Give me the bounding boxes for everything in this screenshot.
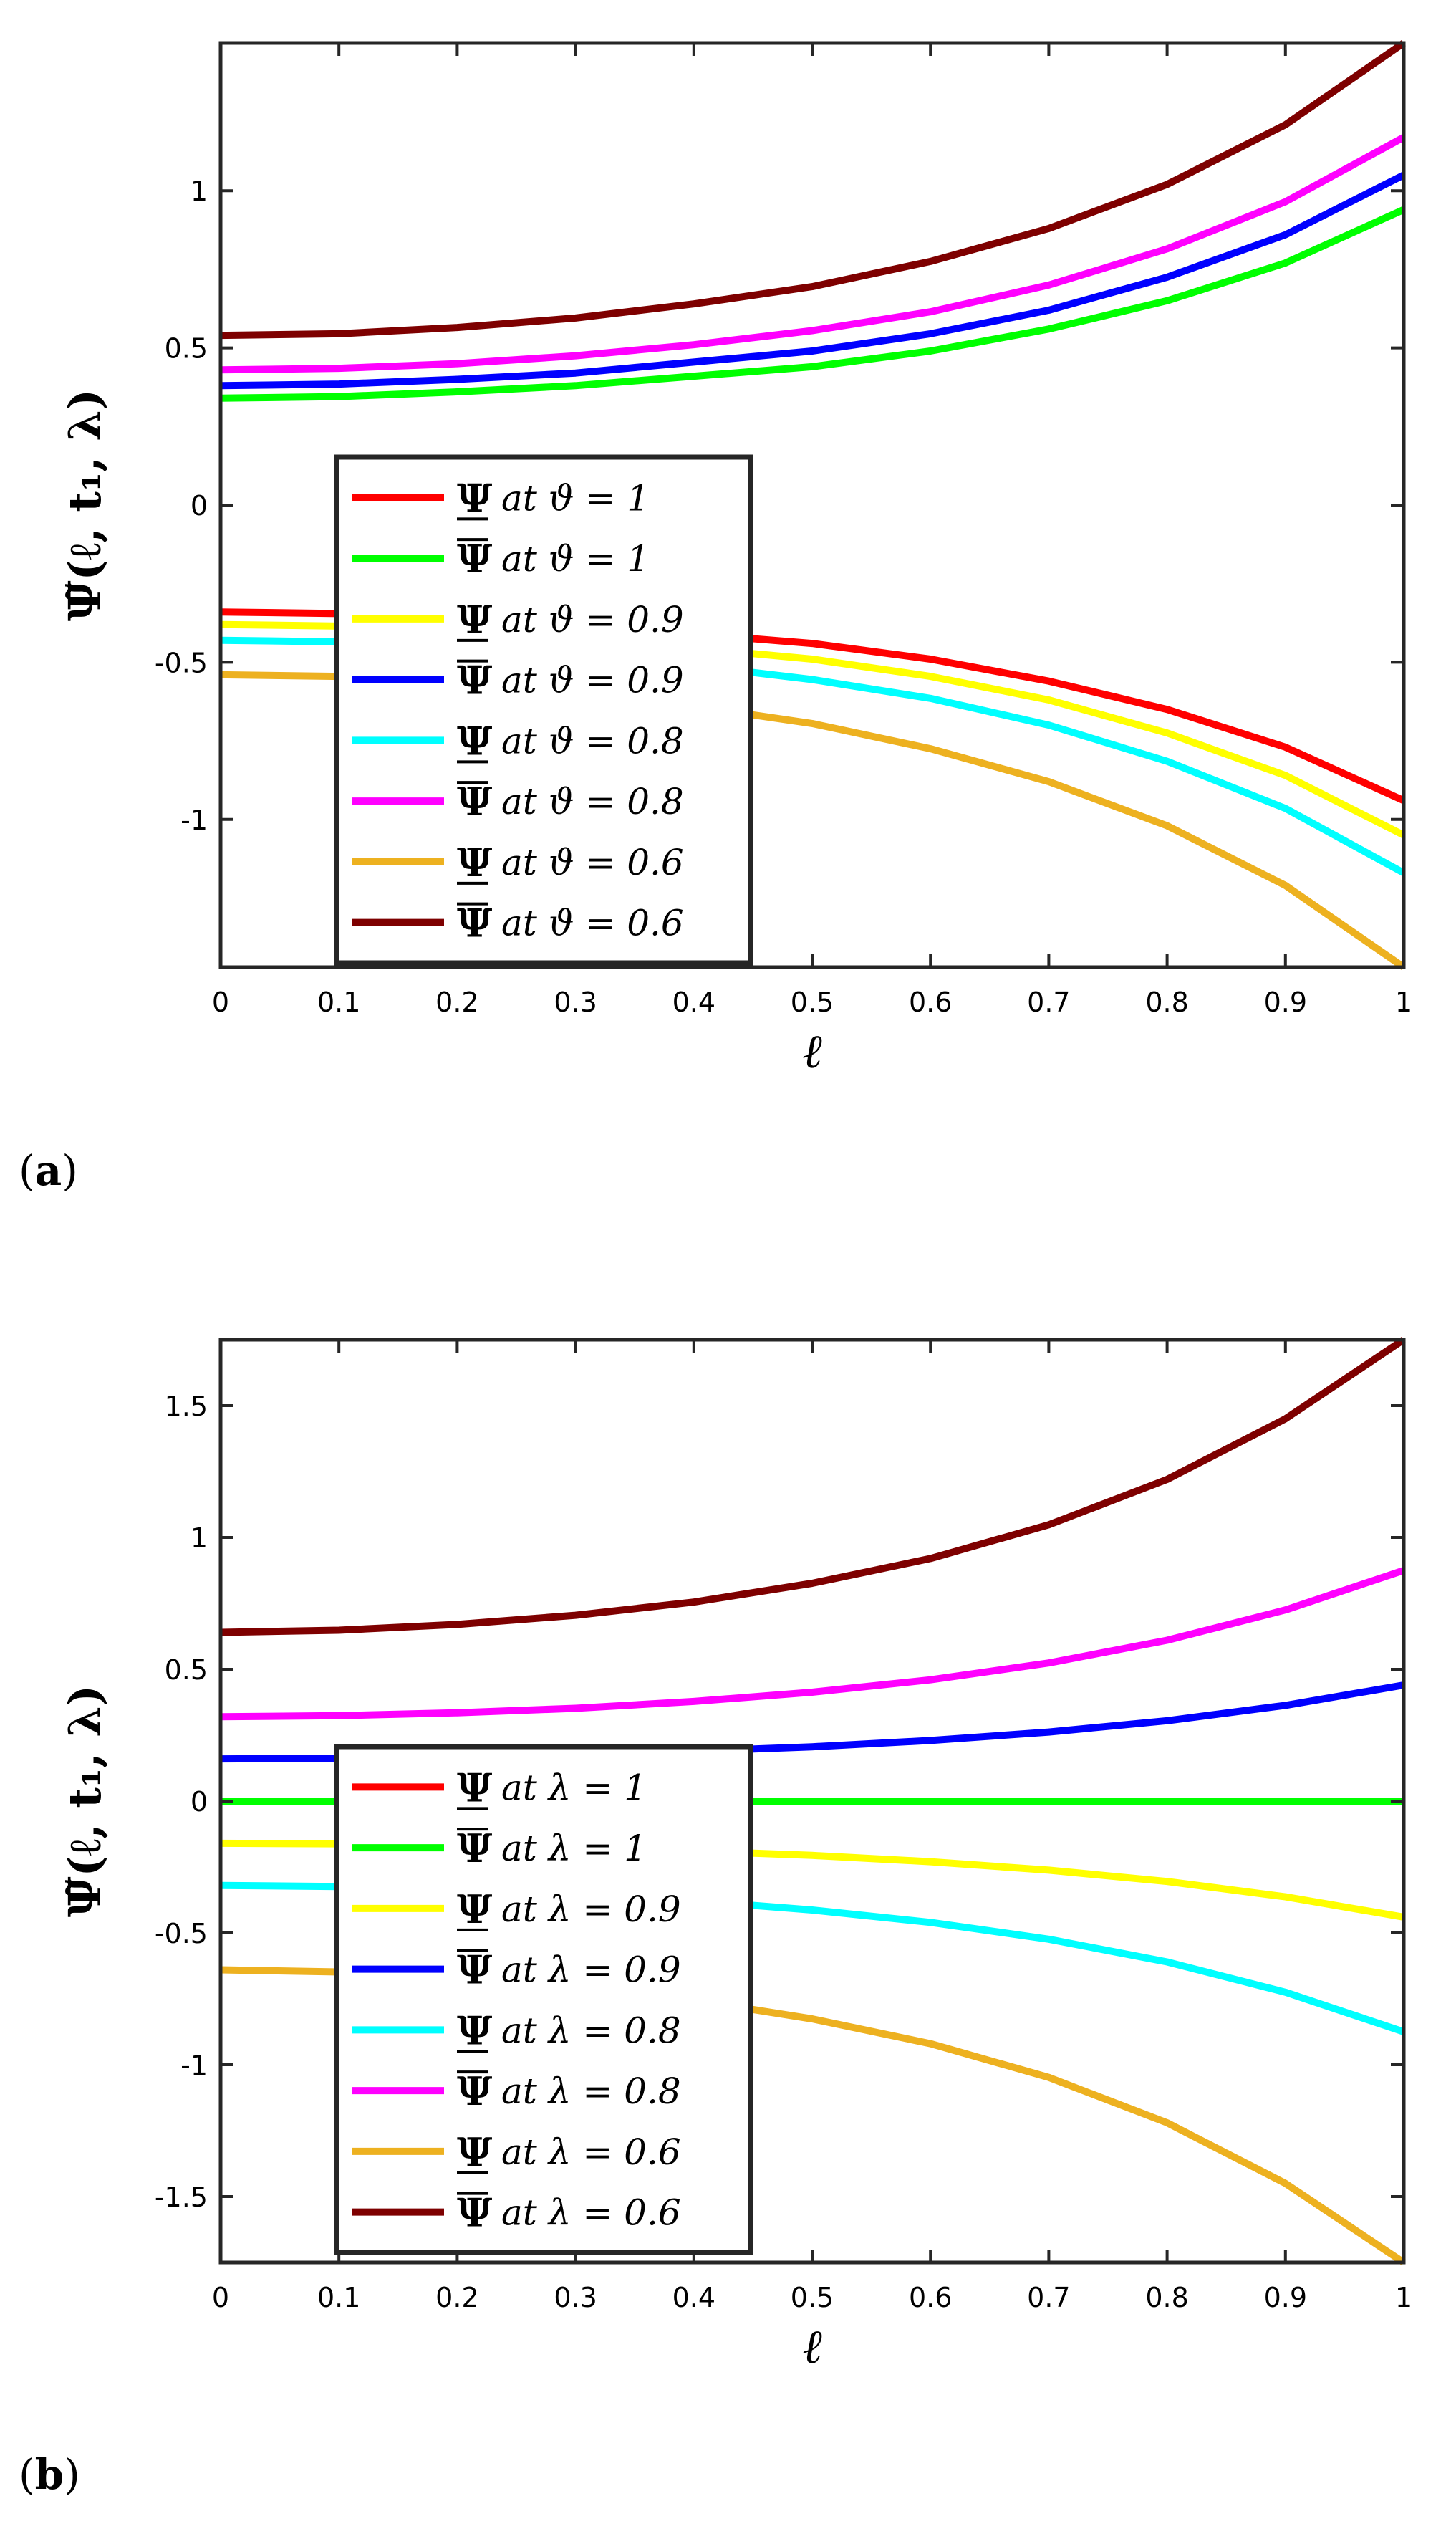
legend-symbol: Ψ — [457, 2190, 492, 2236]
legend-symbol: Ψ — [457, 2129, 492, 2175]
y-tick-label: 0.5 — [165, 333, 208, 365]
legend-symbol: Ψ — [457, 536, 492, 582]
legend-label: at λ = 0.8 — [501, 2070, 681, 2112]
legend-symbol: Ψ — [457, 2007, 492, 2053]
series-line-6 — [220, 1567, 1405, 1721]
legend-label: at ϑ = 0.9 — [501, 660, 684, 701]
y-tick-label: -1 — [180, 805, 208, 836]
legend-symbol: Ψ — [457, 1825, 492, 1871]
x-tick-label: 0.2 — [435, 987, 478, 1018]
series-line-6 — [220, 134, 1406, 374]
chart-panel-b: 0 0.1 0.2 0.3 0.4 0.5 0.6 0.7 0.8 0.9 1 -1.5 -1 -0.5 0… — [59, 1336, 1412, 2374]
x-tick-label: 0.4 — [672, 2282, 715, 2313]
y-axis-label: Ψ̃(ℓ, t₁, λ) — [59, 389, 111, 621]
y-tick-label: 1 — [191, 176, 208, 207]
x-tick-label: 0.4 — [672, 987, 715, 1018]
x-axis-label: ℓ — [802, 1024, 822, 1079]
series-line-4 — [220, 171, 1406, 390]
x-tick-label: 0.3 — [554, 2282, 597, 2313]
x-tick-label: 0.8 — [1145, 2282, 1188, 2313]
y-tick-label: -1.5 — [155, 2182, 208, 2213]
legend-label: at ϑ = 1 — [501, 477, 650, 519]
panel-label-a: (a) — [19, 1146, 78, 1195]
legend-label: at λ = 0.9 — [501, 1888, 681, 1930]
legend-label: at ϑ = 0.6 — [501, 842, 684, 883]
x-tick-label: 0.1 — [317, 2282, 360, 2313]
legend-label: at λ = 0.8 — [501, 2010, 681, 2051]
x-tick-label: 0.5 — [791, 987, 834, 1018]
legend-symbol: Ψ — [457, 1886, 492, 1932]
legend-label: at λ = 0.6 — [501, 2192, 681, 2234]
y-tick-label: -1 — [180, 2050, 208, 2081]
x-tick-label: 0.7 — [1027, 2282, 1070, 2313]
legend-symbol: Ψ — [457, 658, 492, 704]
legend-symbol: Ψ — [457, 901, 492, 946]
x-tick-label: 0.6 — [909, 2282, 952, 2313]
legend-symbol: Ψ — [457, 597, 492, 643]
chart-panel-a: 0 0.1 0.2 0.3 0.4 0.5 0.6 0.7 0.8 0.9 1 -1 -0.5 0 0.5 1… — [59, 39, 1412, 1079]
x-tick-label: 0.9 — [1264, 2282, 1307, 2313]
x-tick-label: 0 — [212, 2282, 229, 2313]
legend-label: at ϑ = 0.8 — [501, 720, 684, 762]
legend-label: at λ = 0.9 — [501, 1949, 681, 1991]
series-line-2 — [220, 206, 1406, 402]
x-tick-label: 1 — [1395, 987, 1412, 1018]
x-tick-label: 0 — [212, 987, 229, 1018]
x-tick-label: 0.7 — [1027, 987, 1070, 1018]
legend-label: at ϑ = 0.6 — [501, 903, 684, 944]
x-tick-label: 0.3 — [554, 987, 597, 1018]
legend-label: at λ = 1 — [501, 1828, 647, 1869]
series-line-8 — [220, 1336, 1406, 1636]
x-tick-label: 0.2 — [435, 2282, 478, 2313]
y-axis-label: Ψ̃(ℓ, t₁, λ) — [59, 1685, 111, 1917]
y-tick-label: 0.5 — [165, 1654, 208, 1686]
x-tick-label: 1 — [1395, 2282, 1412, 2313]
legend-label: at λ = 1 — [501, 1767, 647, 1808]
legend-symbol: Ψ — [457, 718, 492, 764]
y-tick-label: 0 — [191, 490, 208, 522]
legend-label: at ϑ = 0.9 — [501, 599, 684, 640]
y-tick-label: 0 — [191, 1786, 208, 1818]
legend-symbol: Ψ — [457, 2068, 492, 2114]
legend-label: at λ = 0.6 — [501, 2131, 681, 2173]
legend-symbol: Ψ — [457, 1765, 492, 1810]
legend-label: at ϑ = 0.8 — [501, 781, 684, 822]
legend-box — [334, 454, 753, 966]
series-line-8 — [220, 39, 1406, 340]
y-tick-label: -0.5 — [155, 1918, 208, 1949]
x-axis-label: ℓ — [802, 2319, 822, 2374]
legend-symbol: Ψ — [457, 475, 492, 521]
y-tick-label: 1 — [191, 1522, 208, 1554]
y-tick-label: 1.5 — [165, 1391, 208, 1422]
panel-label-b: (b) — [19, 2450, 80, 2499]
y-tick-label: -0.5 — [155, 647, 208, 678]
x-tick-label: 0.1 — [317, 987, 360, 1018]
legend-symbol: Ψ — [457, 779, 492, 825]
x-tick-label: 0.9 — [1264, 987, 1307, 1018]
x-tick-label: 0.5 — [791, 2282, 834, 2313]
legend-symbol: Ψ — [457, 840, 492, 885]
x-tick-label: 0.8 — [1145, 987, 1188, 1018]
legend-label: at ϑ = 1 — [501, 538, 650, 580]
x-tick-label: 0.6 — [909, 987, 952, 1018]
legend-box — [334, 1744, 753, 2255]
legend-symbol: Ψ — [457, 1947, 492, 1993]
